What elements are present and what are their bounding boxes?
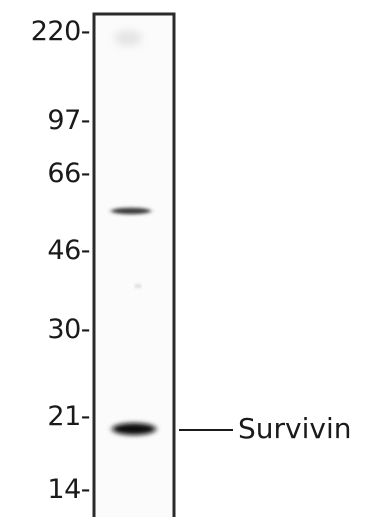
marker-label-97: 97- (47, 105, 90, 136)
marker-label-14: 14- (47, 474, 90, 505)
band-faint-dot (135, 284, 141, 288)
lane-smear (114, 30, 142, 46)
blot-lane (92, 12, 176, 517)
marker-label-46: 46- (47, 235, 90, 266)
survivin-label: Survivin (238, 412, 352, 445)
band-upper (111, 207, 151, 215)
marker-label-30: 30- (47, 314, 90, 345)
marker-label-21: 21- (47, 401, 90, 432)
band-survivin (112, 423, 156, 435)
marker-label-66: 66- (47, 158, 90, 189)
marker-label-220: 220- (30, 16, 91, 47)
